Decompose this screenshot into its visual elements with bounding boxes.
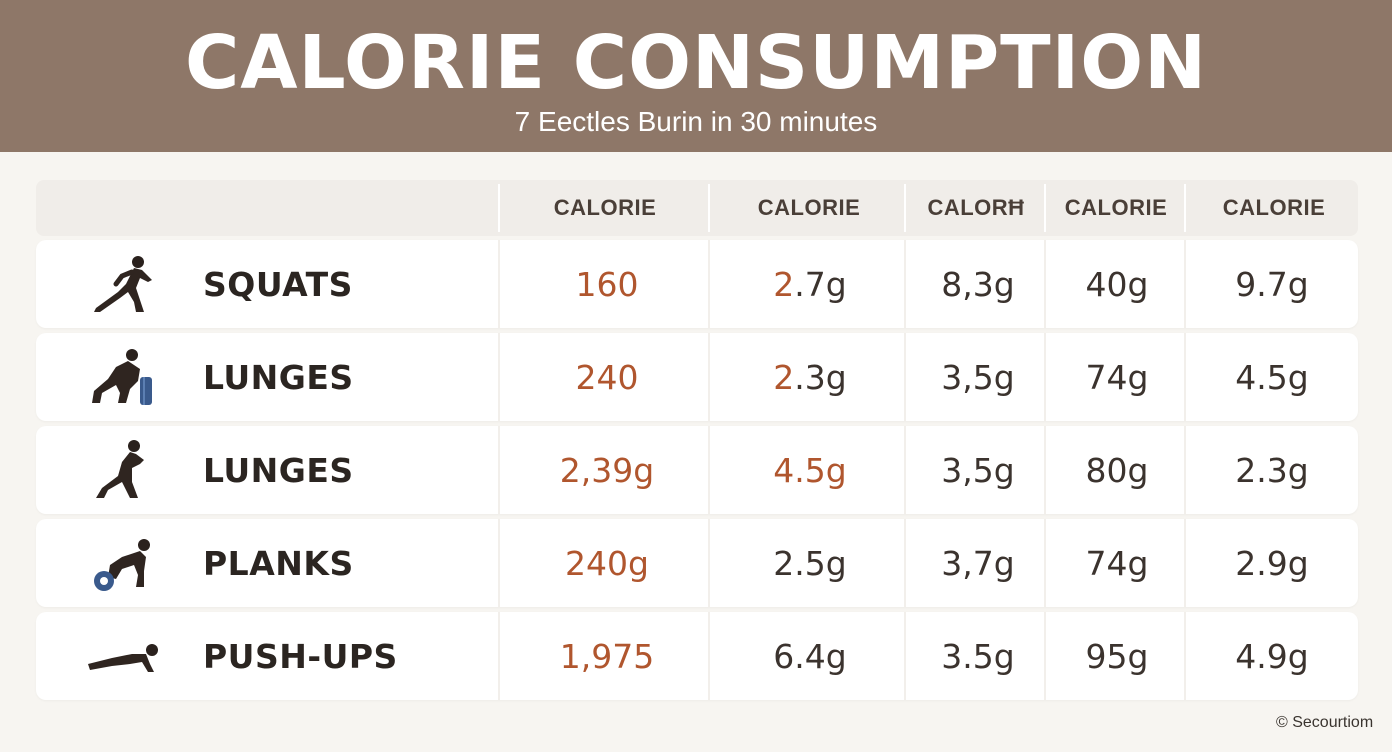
- column-header-2: CALORIE: [757, 195, 861, 220]
- calorie-value: 1,975: [559, 636, 655, 676]
- calorie-value: 2.3g: [1235, 450, 1309, 490]
- calorie-value: 95g: [1085, 636, 1149, 676]
- calorie-value: 160: [575, 264, 639, 304]
- header-divider: [708, 184, 710, 232]
- calorie-value: 3,5g: [941, 357, 1015, 397]
- calorie-value: 2.9g: [1235, 543, 1309, 583]
- calorie-value: 74g: [1085, 357, 1149, 397]
- calorie-value: 3,5g: [941, 450, 1015, 490]
- table-row: LUNGES 240 2.3g 3,5g 74g 4.5g: [36, 333, 1358, 421]
- calorie-value: 9.7g: [1235, 264, 1309, 304]
- calorie-value: 2.5g: [773, 543, 847, 583]
- table-row: SQUATS 160 2.7g 8,3g 40g 9.7g: [36, 240, 1358, 328]
- calorie-value: 2.3g: [773, 357, 847, 397]
- header-divider: [904, 184, 906, 232]
- page-title: CALORIE CONSUMPTION: [184, 20, 1208, 106]
- calorie-value: 40g: [1085, 264, 1149, 304]
- column-header-5: CALORIE: [1222, 195, 1326, 220]
- calorie-value: 80g: [1085, 450, 1149, 490]
- calorie-value: 240g: [565, 543, 649, 583]
- calorie-value: 8,3g: [941, 264, 1015, 304]
- exercise-name: LUNGES: [203, 450, 354, 490]
- header-divider: [498, 184, 500, 232]
- lunge-weight-icon: [92, 349, 152, 405]
- calorie-value: 240: [575, 357, 639, 397]
- runner-icon: [94, 256, 152, 312]
- column-header-3: CALORĦ: [927, 195, 1025, 220]
- exercise-name: PUSH-UPS: [203, 636, 398, 676]
- calorie-value: 4.5g: [773, 450, 847, 490]
- title-banner: CALORIE CONSUMPTION 7 Eectles Burin in 3…: [0, 0, 1392, 152]
- credit-text: © Secourtiom: [1276, 714, 1374, 731]
- calorie-value: 2.7g: [773, 264, 847, 304]
- exercise-name: SQUATS: [203, 264, 353, 304]
- exercise-name: PLANKS: [203, 543, 354, 583]
- calorie-value: 4.9g: [1235, 636, 1309, 676]
- table-row: PLANKS 240g 2.5g 3,7g 74g 2.9g: [36, 519, 1358, 607]
- lunge-icon: [96, 440, 144, 498]
- page-subtitle: 7 Eectles Burin in 30 minutes: [514, 106, 878, 137]
- calorie-value: 3,7g: [941, 543, 1015, 583]
- column-header-4: CALORIE: [1064, 195, 1168, 220]
- calorie-value: 4.5g: [1235, 357, 1309, 397]
- exercise-name: LUNGES: [203, 357, 354, 397]
- calorie-value: 74g: [1085, 543, 1149, 583]
- column-header-1: CALORIE: [553, 195, 657, 220]
- table-row: PUSH-UPS 1,975 6.4g 3.5g 95g 4.9g: [36, 612, 1358, 700]
- header-divider: [1044, 184, 1046, 232]
- header-divider: [1184, 184, 1186, 232]
- calorie-value: 2,39g: [559, 450, 655, 490]
- calorie-value: 6.4g: [773, 636, 847, 676]
- table-row: LUNGES 2,39g 4.5g 3,5g 80g 2.3g: [36, 426, 1358, 514]
- table-header: [36, 180, 1358, 236]
- plank-wheel-icon: [94, 539, 150, 591]
- calorie-value: 3.5g: [941, 636, 1015, 676]
- pushup-icon: [88, 644, 158, 672]
